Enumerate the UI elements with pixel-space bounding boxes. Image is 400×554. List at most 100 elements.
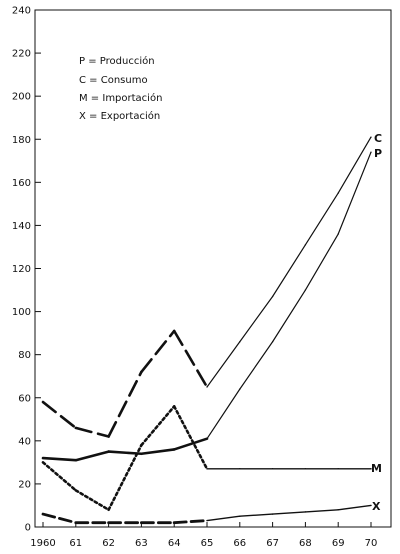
x-tick-label: 69 <box>332 538 345 549</box>
series-m-segment <box>107 443 143 512</box>
legend: P = Producción C = Consumo M = Importaci… <box>79 55 162 122</box>
series-c-segment <box>172 329 209 389</box>
series-m-point <box>272 468 274 470</box>
series-m-point <box>304 468 306 470</box>
series-x-point <box>108 522 110 524</box>
series-x-point <box>337 509 339 511</box>
series-p-point <box>173 448 175 451</box>
series-label-p: P <box>374 147 382 160</box>
series-m-point <box>75 489 77 491</box>
series-x-point <box>173 522 175 524</box>
x-axis-ticks: 1960 61 62 63 64 65 66 67 68 69 70 <box>30 522 377 549</box>
series-m-segment <box>140 405 176 447</box>
legend-item-m: M = Importación <box>79 92 162 104</box>
series-x-segment <box>41 512 78 525</box>
series-p-point <box>272 341 274 343</box>
series-m-segment <box>74 489 110 512</box>
series-p-point <box>42 457 44 459</box>
series-x-point <box>75 522 77 524</box>
y-tick-label: 60 <box>18 393 31 404</box>
x-tick-label: 62 <box>102 538 115 549</box>
legend-item-c: C = Consumo <box>79 75 148 86</box>
series-m-point <box>42 461 44 463</box>
series-c-line <box>41 136 372 438</box>
plot-frame <box>34 9 392 528</box>
series-p-segment <box>140 448 176 456</box>
y-tick-label: 160 <box>12 178 31 189</box>
series-p-segment <box>206 388 241 440</box>
series-p-line <box>41 151 372 462</box>
x-tick-label: 70 <box>365 538 378 549</box>
series-m-segment <box>172 405 209 471</box>
series-x-segment <box>239 513 274 517</box>
series-p-segment <box>41 456 78 462</box>
series-m-point <box>337 468 339 470</box>
x-tick-label: 64 <box>168 538 181 549</box>
series-x-point <box>304 511 306 513</box>
x-tick-label: 61 <box>69 538 82 549</box>
series-x-point <box>272 513 274 515</box>
series-x-point <box>140 522 142 524</box>
series-c-segment <box>304 192 339 246</box>
series-p-segment <box>172 437 209 451</box>
series-p-segment <box>239 341 274 390</box>
series-label-x: X <box>372 500 381 513</box>
series-label-c: C <box>374 132 382 145</box>
series-c-segment <box>107 370 143 438</box>
series-c-point <box>304 244 306 246</box>
series-c-point <box>206 386 208 388</box>
series-p-segment <box>74 450 110 462</box>
x-tick-label: 66 <box>233 538 246 549</box>
series-lines <box>41 136 372 525</box>
series-p-point <box>239 388 241 390</box>
series-p-point <box>75 459 77 461</box>
series-c-segment <box>272 244 306 298</box>
series-c-segment <box>206 341 241 388</box>
series-x-point <box>370 504 372 507</box>
y-tick-label: 0 <box>25 523 31 534</box>
series-m-point <box>173 405 175 407</box>
y-tick-label: 40 <box>18 436 31 447</box>
y-axis-ticks: 0 20 40 60 80 100 120 140 160 180 200 220 240 <box>12 6 41 534</box>
series-m-point <box>370 468 372 470</box>
series-p-point <box>140 453 142 455</box>
series-p-segment <box>304 233 339 291</box>
y-tick-label: 220 <box>12 49 31 60</box>
y-tick-label: 240 <box>12 6 31 17</box>
x-tick-label: 63 <box>135 538 148 549</box>
series-p-point <box>108 451 110 453</box>
series-c-point <box>140 371 142 373</box>
series-x-line <box>41 504 372 525</box>
series-c-point <box>108 435 110 438</box>
series-c-segment <box>140 329 176 374</box>
series-x-point <box>206 519 208 522</box>
y-tick-label: 200 <box>12 92 31 103</box>
series-labels: C P M X <box>371 132 382 513</box>
series-m-point <box>239 468 241 470</box>
x-tick-label: 68 <box>299 538 312 549</box>
series-c-segment <box>337 136 372 194</box>
series-p-segment <box>272 289 306 343</box>
y-tick-label: 80 <box>18 350 31 361</box>
series-c-point <box>272 295 274 298</box>
x-tick-label: 67 <box>266 538 279 549</box>
series-m-segment <box>41 461 78 492</box>
series-x-segment <box>172 519 209 525</box>
legend-item-x: X = Exportación <box>79 110 160 122</box>
x-tick-label: 65 <box>201 538 214 549</box>
y-tick-label: 120 <box>12 264 31 275</box>
series-c-point <box>239 341 241 343</box>
series-p-point <box>206 438 208 440</box>
x-tick-label: 1960 <box>30 538 55 549</box>
series-p-segment <box>337 151 372 235</box>
series-x-segment <box>337 504 372 511</box>
series-x-point <box>42 513 44 515</box>
series-p-point <box>304 289 306 291</box>
series-c-segment <box>41 400 78 430</box>
series-c-point <box>337 192 339 194</box>
series-c-segment <box>74 426 110 438</box>
series-c-point <box>75 427 77 429</box>
y-tick-label: 100 <box>12 307 31 318</box>
series-m-point <box>140 444 142 446</box>
